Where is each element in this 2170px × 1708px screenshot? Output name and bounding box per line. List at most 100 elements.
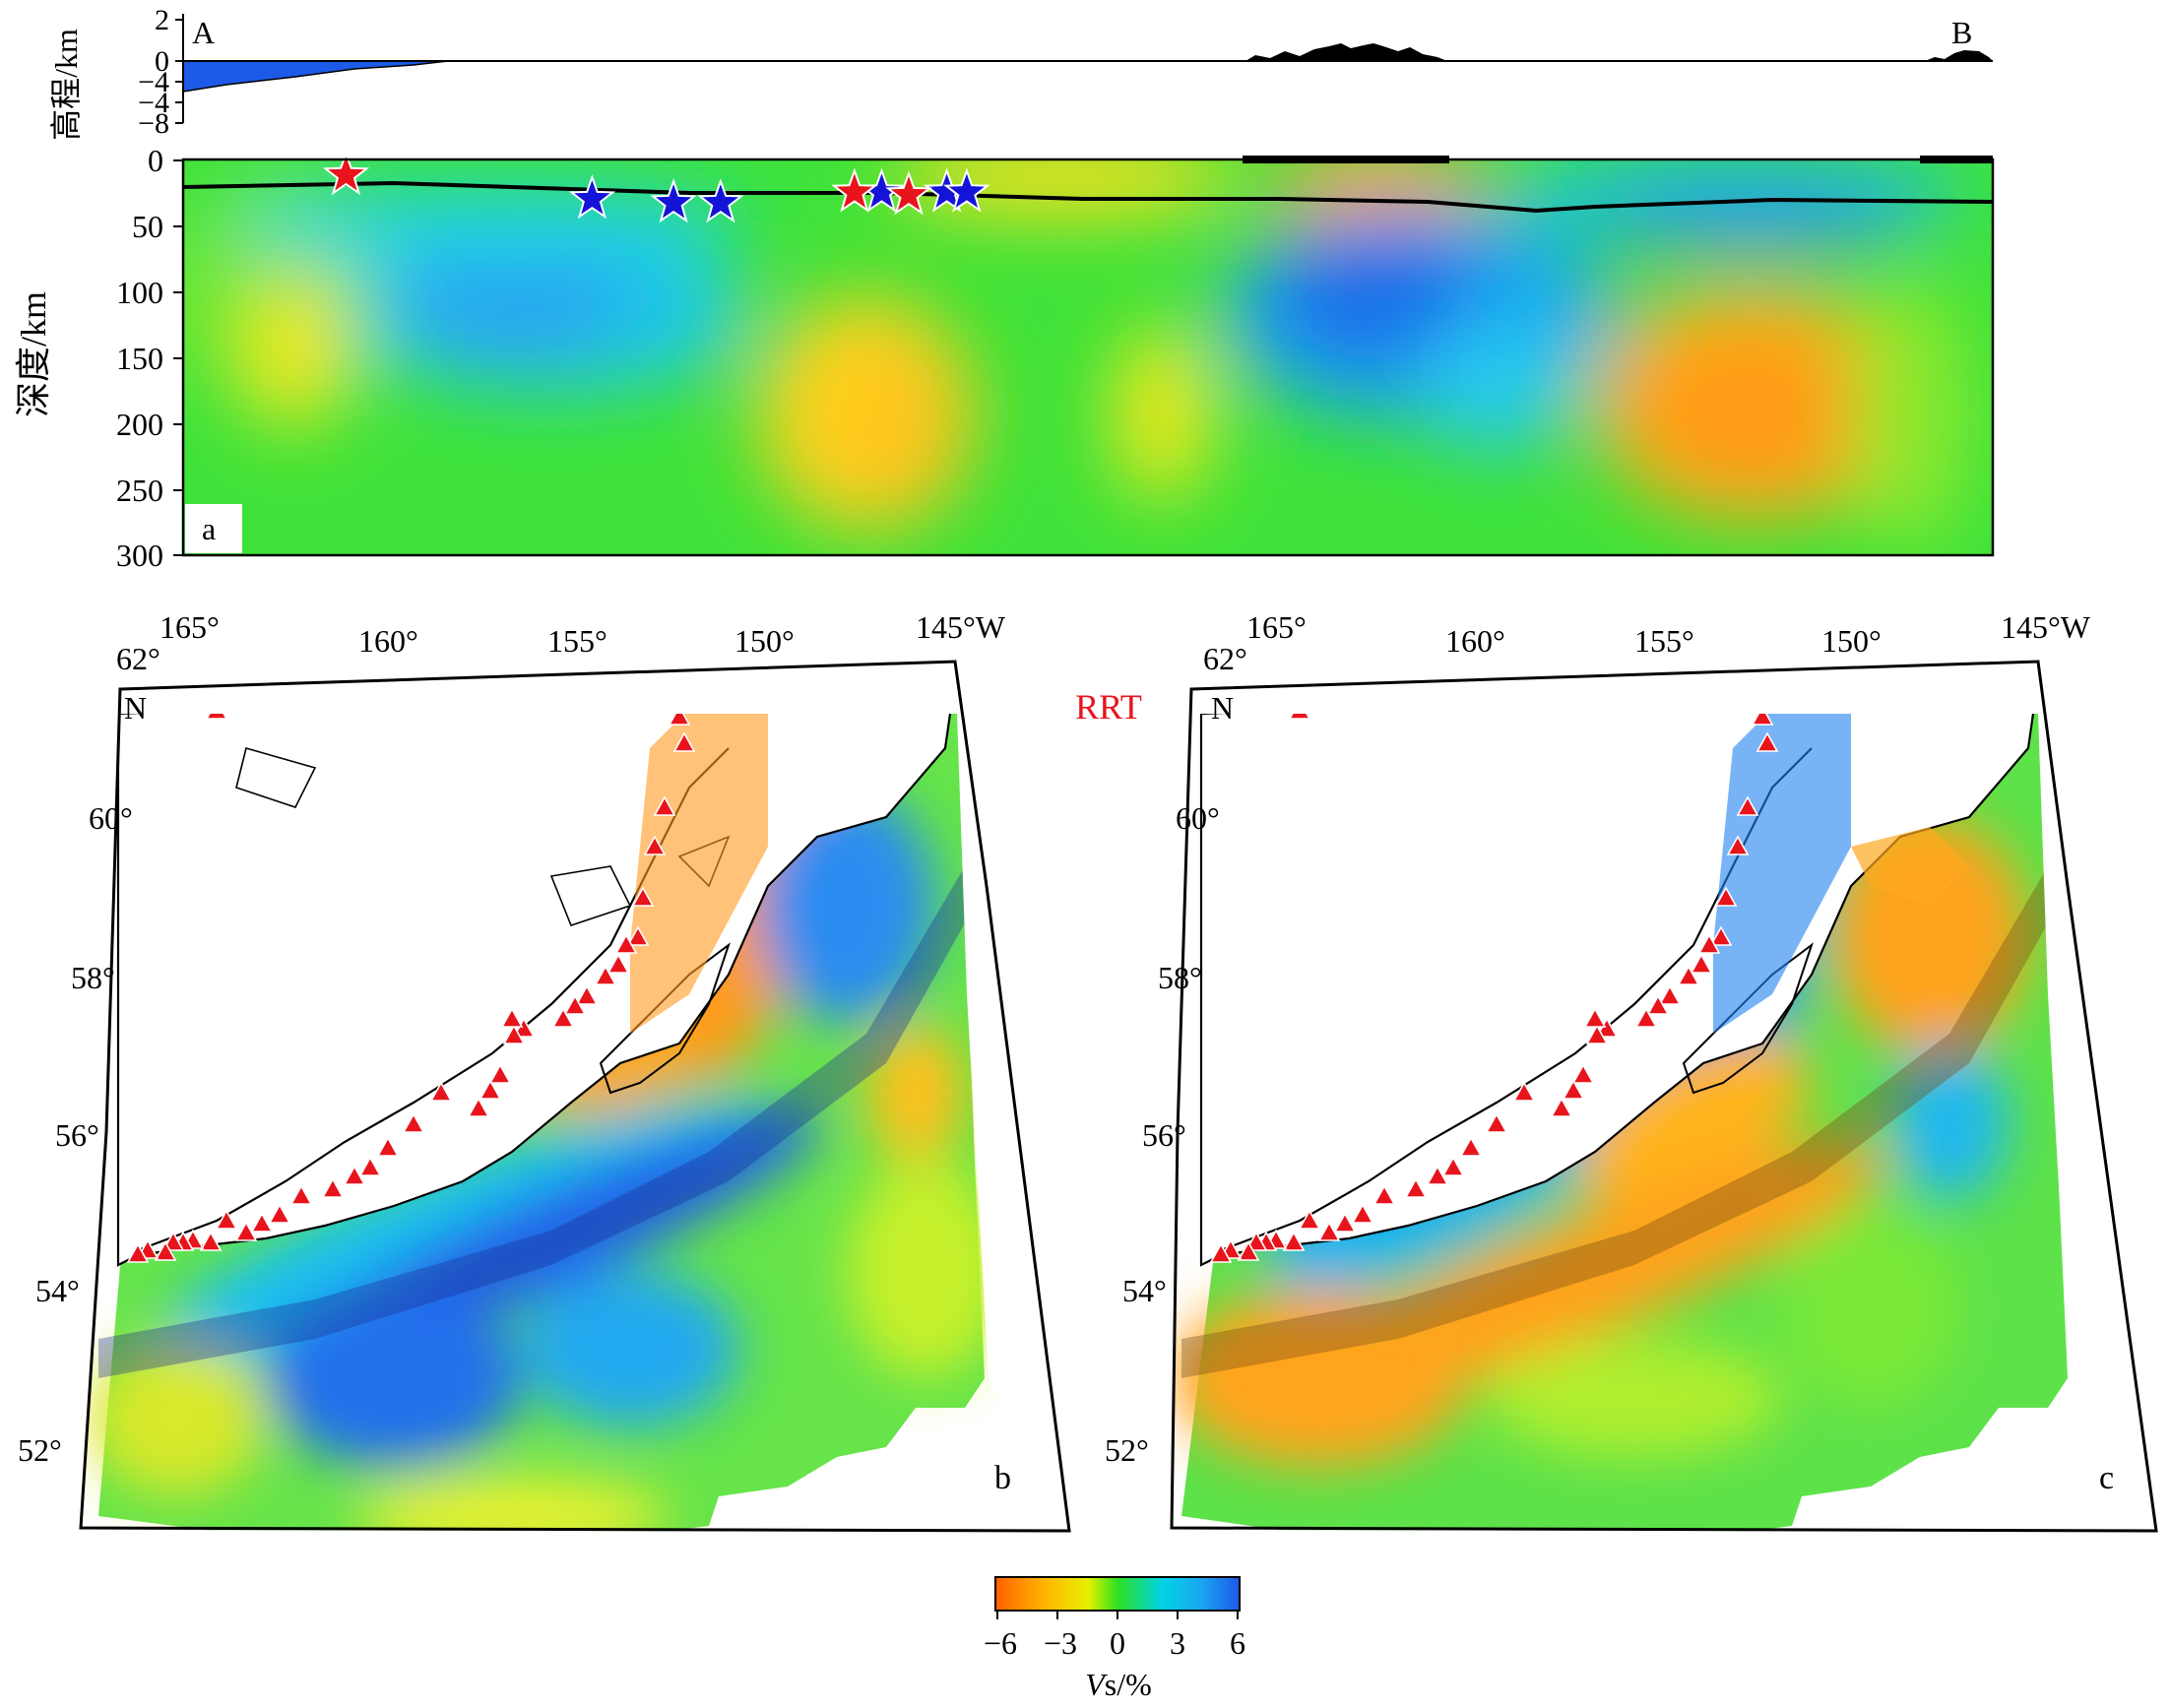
volcano-triangle (1755, 731, 1779, 752)
volcano-triangle (1634, 1007, 1658, 1028)
elevation-tick-label: 2 (155, 4, 169, 36)
volcano-triangle (1512, 1081, 1536, 1102)
volcano-triangle (594, 965, 617, 985)
volcano-triangle (500, 1007, 524, 1028)
earthquake-star-red (322, 151, 370, 196)
earthquake-star-red (831, 167, 878, 213)
panel-label-c: c (2099, 1460, 2114, 1496)
volcano-triangle (250, 1212, 274, 1233)
lon-label: 155° (547, 623, 607, 659)
profile-point-b: B (1951, 15, 1972, 50)
volcano-triangle (1288, 714, 1311, 720)
volcano-triangle (1333, 1212, 1357, 1233)
depth-tick-label: 300 (116, 538, 163, 573)
volcano-triangle (1690, 953, 1713, 974)
volcano-triangle (268, 1203, 291, 1224)
volcano-triangle (1459, 1136, 1483, 1157)
volcano-triangle (512, 1017, 536, 1038)
colorbar-tick: 6 (1230, 1625, 1245, 1661)
colorbar-label: Vs/% (1085, 1667, 1152, 1702)
depth-tick-label: 100 (116, 275, 163, 310)
volcano-triangle (1646, 994, 1670, 1015)
volcano-triangle (551, 1007, 575, 1028)
lat-label: 56° (1142, 1117, 1186, 1153)
volcano-triangle (1583, 1007, 1607, 1028)
colorbar: −6 −3 0 3 6 Vs/% (984, 1576, 1245, 1702)
colorbar-tick: −3 (1044, 1625, 1077, 1661)
coastal-anomaly (630, 714, 768, 1034)
volcano-triangle (1426, 1165, 1449, 1185)
earthquake-stars (322, 151, 990, 223)
volcano-triangle (1550, 1097, 1573, 1117)
depth-axis-label: 深度/km (14, 291, 53, 417)
panel-label-a: a (202, 511, 216, 546)
aleutian-trench (98, 866, 975, 1378)
elevation-tick-label: −4 (138, 66, 169, 98)
lat-label: 52° (1105, 1432, 1149, 1468)
lon-label: 145°W (2001, 609, 2091, 645)
lat-label: 62° (1203, 641, 1247, 676)
elevation-axis-label: 高程/km (48, 29, 84, 141)
volcano-markers (126, 714, 696, 1263)
volcano-triangle (643, 835, 667, 855)
volcano-triangle (1736, 795, 1759, 816)
volcano-triangle (1571, 1063, 1595, 1084)
volcano-triangle (614, 933, 638, 954)
volcano-triangle (1714, 886, 1738, 907)
topography-fill (1245, 43, 1447, 61)
elevation-profile: 2 0 −4 −4 −8 高程/km A B (48, 4, 1993, 141)
volcano-triangle (1562, 1079, 1585, 1100)
volcano-triangle (376, 1136, 400, 1157)
volcano-triangle (1751, 714, 1774, 726)
elevation-tick-label: 0 (155, 45, 169, 78)
volcano-triangle (672, 731, 696, 752)
lon-label: 160° (358, 623, 418, 659)
volcano-triangle (205, 714, 228, 720)
colorbar-tick: 0 (1110, 1625, 1125, 1661)
panel-label-b: b (994, 1460, 1011, 1496)
north-label: N (1211, 690, 1234, 726)
earthquake-star-blue (650, 178, 697, 223)
volcano-triangle (467, 1097, 490, 1117)
volcano-triangle (343, 1165, 366, 1185)
volcano-triangle (1585, 1024, 1609, 1044)
colorbar-tick: 3 (1170, 1625, 1185, 1661)
volcano-triangle (234, 1221, 258, 1241)
map-panel-b: 165° 160° 155° 150° 145°W 62° N 60° 58° … (18, 609, 1071, 1533)
volcano-triangle (668, 714, 691, 726)
coastal-anomaly (1713, 714, 1851, 1034)
lon-label: 155° (1634, 623, 1694, 659)
volcano-triangle (1245, 1231, 1268, 1251)
volcano-markers (1209, 714, 1779, 1263)
elevation-tick-label: −8 (138, 107, 169, 140)
lat-label: 54° (35, 1273, 80, 1308)
volcano-triangle (1282, 1231, 1306, 1251)
panel-label-box (185, 504, 242, 553)
volcano-triangle (358, 1156, 382, 1176)
volcano-triangle (1351, 1203, 1374, 1224)
volcano-triangle (126, 1242, 150, 1263)
depth-tick-label: 0 (148, 143, 163, 178)
volcano-triangle (488, 1063, 512, 1084)
volcano-triangle (631, 886, 655, 907)
lon-label: 165° (1246, 609, 1307, 645)
lon-label: 150° (734, 623, 795, 659)
lon-label: 165° (160, 609, 220, 645)
profile-point-a: A (192, 15, 215, 50)
cook-inlet-anomaly (1851, 827, 1969, 906)
depth-ticks (173, 159, 183, 556)
lat-label: 58° (1158, 960, 1202, 995)
volcano-triangle (1595, 1017, 1619, 1038)
earthquake-star-blue (568, 174, 616, 220)
map-panel-c: 165° 160° 155° 150° 145°W 62° N 60° 58° … (1105, 609, 2158, 1533)
volcano-triangle (1726, 835, 1750, 855)
volcano-triangle (626, 925, 650, 946)
lon-label: 150° (1821, 623, 1882, 659)
earthquake-star-red (885, 170, 932, 216)
volcano-triangle (1658, 984, 1682, 1005)
topography-fill-east (1925, 50, 1993, 61)
volcano-triangle (575, 984, 599, 1005)
volcano-triangle (199, 1231, 223, 1251)
volcano-triangle (1237, 1240, 1260, 1261)
